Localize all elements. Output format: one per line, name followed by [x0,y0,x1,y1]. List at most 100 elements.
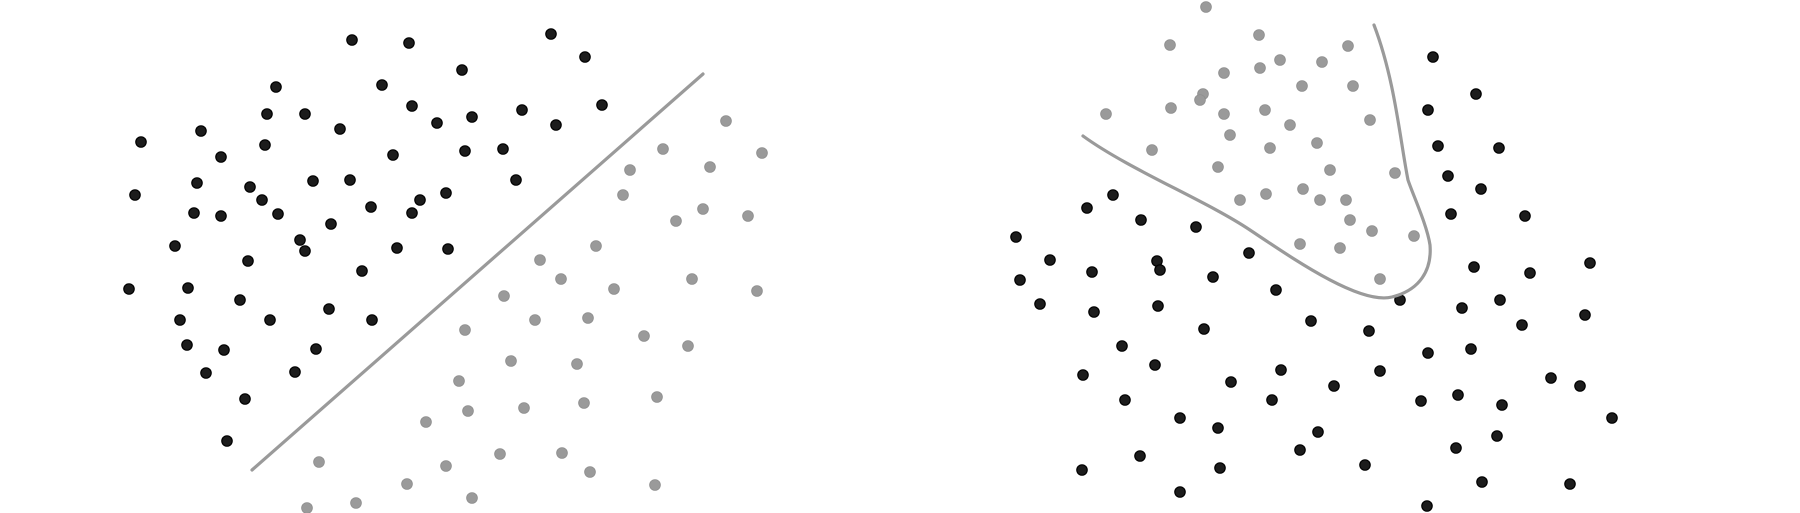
class-a-point [129,189,141,201]
class-b-point [301,502,313,513]
class-a-point [244,181,256,193]
class-b-point [571,358,583,370]
class-a-point [1312,426,1324,438]
class-b-point [1259,104,1271,116]
class-b-point [1253,29,1265,41]
class-a-point [200,367,212,379]
class-b-point [1316,56,1328,68]
class-b-point [453,375,465,387]
class-a-point [1452,389,1464,401]
class-b-point [1374,273,1386,285]
class-b-point [578,397,590,409]
class-a-point [259,139,271,151]
class-b-point [1408,230,1420,242]
class-b-point [1234,194,1246,206]
class-b-point [697,203,709,215]
class-a-point [1421,500,1433,512]
class-b-point [1297,183,1309,195]
class-a-point [264,314,276,326]
class-b-point [1100,108,1112,120]
class-a-point [550,119,562,131]
class-a-point [1564,478,1576,490]
class-a-point [1491,430,1503,442]
class-a-point [1359,459,1371,471]
decision-boundary [1081,23,1432,300]
class-b-point [529,314,541,326]
class-a-point [1432,140,1444,152]
class-b-point [1260,188,1272,200]
class-a-point [440,187,452,199]
class-a-point [1088,306,1100,318]
class-a-point [1014,274,1026,286]
class-a-point [1584,257,1596,269]
class-b-point [534,254,546,266]
class-a-point [1606,412,1618,424]
class-a-point [1494,294,1506,306]
class-b-point [682,340,694,352]
class-a-point [1476,476,1488,488]
class-a-point [365,201,377,213]
class-b-point [555,273,567,285]
class-a-point [188,207,200,219]
class-a-point [466,111,478,123]
class-b-point [1311,137,1323,149]
class-a-point [1493,142,1505,154]
class-a-point [1445,208,1457,220]
decision-boundary [250,72,705,472]
class-a-point [270,81,282,93]
class-a-point [1174,412,1186,424]
class-a-point [510,174,522,186]
class-b-point [401,478,413,490]
class-a-point [323,303,335,315]
class-b-point [1165,102,1177,114]
class-b-point [742,210,754,222]
class-a-point [1450,442,1462,454]
class-a-point [221,435,233,447]
class-a-point [1468,261,1480,273]
class-b-point [1296,80,1308,92]
class-a-point [1442,170,1454,182]
class-b-point [1218,67,1230,79]
class-a-point [289,366,301,378]
nonlinear-separable-panel [1010,1,1618,512]
class-a-point [1427,51,1439,63]
class-b-point [756,147,768,159]
class-a-point [1134,450,1146,462]
class-a-point [1077,369,1089,381]
class-a-point [299,245,311,257]
class-a-point [459,145,471,157]
class-b-point [459,324,471,336]
class-a-point [406,207,418,219]
class-b-point [498,290,510,302]
class-b-point [440,460,452,472]
class-b-point [1194,94,1206,106]
class-b-point [1254,62,1266,74]
class-b-point [657,143,669,155]
class-a-point [1294,444,1306,456]
class-a-point [376,79,388,91]
class-a-point [272,208,284,220]
class-a-point [1275,364,1287,376]
class-a-point [234,294,246,306]
class-a-point [242,255,254,267]
class-b-point [494,448,506,460]
class-a-point [334,123,346,135]
class-b-point [582,312,594,324]
class-b-point [420,416,432,428]
class-a-point [1374,365,1386,377]
class-b-point [1334,242,1346,254]
class-a-point [1076,464,1088,476]
class-b-point [1218,108,1230,120]
class-a-point [344,174,356,186]
class-a-point [1212,422,1224,434]
class-a-point [1465,343,1477,355]
class-a-point [1422,347,1434,359]
class-b-point [1224,129,1236,141]
class-a-point [1116,340,1128,352]
class-a-point [195,125,207,137]
class-a-point [123,283,135,295]
class-a-point [1470,88,1482,100]
class-b-point [505,355,517,367]
class-a-point [403,37,415,49]
